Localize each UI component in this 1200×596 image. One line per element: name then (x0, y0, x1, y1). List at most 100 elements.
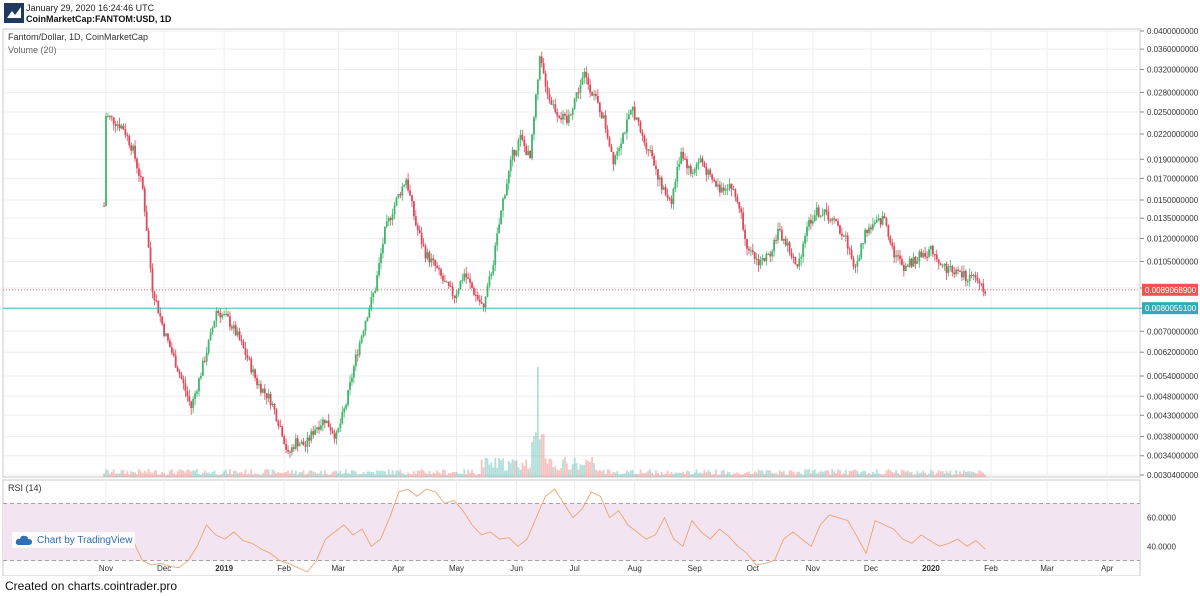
volume-bar (273, 470, 276, 477)
volume-bar (767, 470, 770, 477)
volume-bar (674, 472, 677, 477)
volume-bar (962, 470, 965, 477)
candle-body (533, 117, 535, 135)
volume-bar (337, 473, 340, 477)
volume-bar (846, 474, 849, 477)
candle-body (196, 391, 198, 394)
volume-bar (817, 472, 820, 477)
volume-bar (922, 470, 925, 477)
volume-bar (153, 470, 156, 477)
candle-body (480, 301, 483, 304)
candle-body (945, 263, 948, 273)
candle-body (780, 230, 783, 241)
candle-body (428, 252, 431, 263)
candle-body (982, 283, 985, 292)
candle-body (974, 275, 977, 278)
volume-bar (108, 473, 111, 477)
candle-body (556, 111, 559, 116)
volume-bar (765, 470, 768, 477)
volume-bar (728, 472, 731, 477)
volume-bar (864, 470, 867, 477)
candle-body (310, 431, 313, 441)
candle-body (957, 269, 959, 271)
volume-bar (455, 471, 458, 477)
candle-body (773, 240, 776, 252)
volume-bar (517, 467, 520, 477)
candle-body (215, 310, 218, 321)
volume-bar (616, 471, 619, 477)
candle-body (496, 233, 499, 246)
candle-body (354, 354, 357, 367)
chart-canvas[interactable]: Nov Dec 2019 Feb Mar Apr May Jun Jul Aug Sep Oct Nov… (0, 0, 1200, 576)
volume-bar (715, 469, 717, 477)
volume-bar (521, 462, 524, 477)
volume-bar (813, 469, 816, 477)
volume-bar (494, 457, 497, 477)
candle-body (300, 441, 303, 445)
volume-bar (602, 470, 605, 477)
candle-body (153, 291, 156, 301)
candle-body (961, 271, 963, 278)
volume-bar (289, 473, 291, 477)
candle-body (924, 252, 927, 257)
volume-bar (827, 470, 830, 477)
volume-bar (523, 465, 526, 477)
volume-bar (316, 473, 318, 477)
candle-body (846, 235, 849, 249)
tradingview-watermark[interactable]: Chart by TradingView (12, 532, 136, 548)
volume-bar (924, 472, 927, 477)
candle-body (647, 149, 650, 151)
candle-body (602, 115, 605, 119)
volume-bar (306, 473, 309, 477)
candle-body (227, 313, 229, 317)
volume-bar (527, 468, 530, 477)
volume-bar (835, 473, 837, 477)
candle-body (626, 119, 628, 133)
volume-bar (670, 471, 673, 477)
volume-bar (360, 474, 363, 477)
y-tick-label: 0.0105000000 (1147, 257, 1199, 266)
candle-body (199, 375, 202, 379)
volume-bar (426, 474, 429, 477)
volume-bar (413, 471, 415, 477)
volume-bar (329, 474, 332, 477)
x-tick-label: Mar (331, 564, 345, 573)
candle-body (587, 77, 590, 85)
volume-bar (808, 469, 810, 477)
current-price-badge (1142, 283, 1198, 296)
volume-bar (298, 472, 301, 477)
volume-bar (467, 469, 470, 477)
volume-bar (647, 470, 650, 477)
volume-bar (159, 474, 162, 477)
volume-bar (174, 474, 177, 477)
candle-body (800, 256, 803, 259)
candle-body (850, 249, 853, 259)
volume-bar (790, 470, 793, 477)
candle-body (331, 430, 334, 434)
volume-bar (831, 469, 834, 477)
candle-body (879, 218, 882, 225)
candle-body (409, 190, 411, 196)
candle-body (511, 149, 514, 160)
volume-bar (385, 474, 388, 477)
candle-body (897, 255, 899, 257)
candle-body (540, 56, 543, 64)
volume-bar (250, 469, 253, 477)
candle-body (174, 355, 177, 368)
candle-body (304, 445, 307, 447)
candle-body (476, 295, 479, 300)
volume-bar (620, 474, 623, 477)
volume-bar (482, 467, 485, 477)
volume-bar (356, 474, 359, 477)
candle-body (815, 207, 818, 216)
candle-body (453, 295, 456, 299)
volume-bar (773, 473, 776, 477)
volume-bar (519, 469, 522, 477)
candle-body (420, 233, 423, 245)
candle-body (372, 292, 375, 298)
candle-body (443, 280, 446, 282)
candle-body (378, 263, 380, 276)
candle-body (316, 427, 318, 430)
volume-bar (397, 471, 400, 477)
candle-body (670, 198, 673, 205)
